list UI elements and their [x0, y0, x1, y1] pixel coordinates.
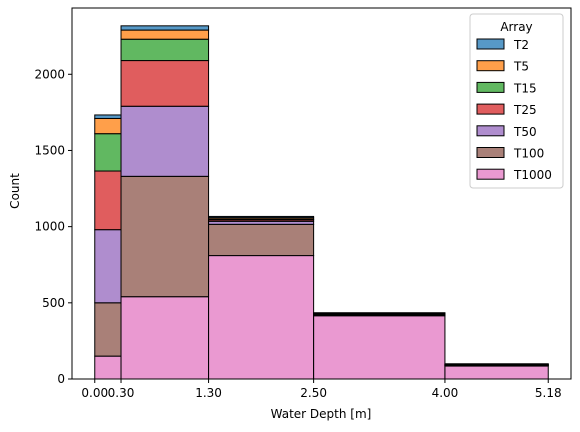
bar-t50-bin-0 — [94, 229, 122, 304]
y-tick-label: 1500 — [34, 143, 65, 157]
bar-t2-bin-3 — [313, 312, 446, 314]
legend-label-t50: T50 — [513, 125, 537, 139]
legend-label-t25: T25 — [513, 103, 537, 117]
legend-swatch-t2 — [476, 38, 505, 50]
bar-t100-bin-2 — [208, 223, 315, 257]
bar-t1000-bin-2 — [208, 255, 315, 380]
bar-t1000-bin-4 — [444, 365, 549, 380]
legend-swatch-t100 — [476, 147, 505, 158]
legend-box — [469, 13, 564, 189]
x-tick-label: 1.30 — [195, 386, 222, 400]
legend-label-t100: T100 — [513, 147, 544, 161]
y-axis-label: Count — [8, 173, 22, 209]
axes-frame — [71, 7, 572, 380]
bar-t25-bin-1 — [120, 60, 210, 107]
bar-t2-bin-0 — [94, 114, 122, 119]
legend: Array T2 T5 T15 T25 T50 T100 T1000 — [469, 13, 564, 189]
x-tick-label: 4.00 — [432, 386, 459, 400]
legend-swatch-t50 — [476, 125, 505, 137]
bar-t1000-bin-3 — [313, 315, 446, 380]
legend-swatch-t15 — [476, 81, 505, 93]
x-tick-label: 2.50 — [300, 386, 327, 400]
bar-t2-bin-1 — [120, 25, 210, 31]
legend-label-t2: T2 — [513, 38, 529, 52]
legend-swatch-t5 — [476, 60, 505, 72]
bar-t15-bin-0 — [94, 133, 122, 172]
y-tick-label: 1000 — [34, 220, 65, 234]
x-tick-label: 5.18 — [535, 386, 562, 400]
bar-t100-bin-0 — [94, 302, 122, 357]
x-axis-ticks: 0.00 0.30 1.30 2.50 4.00 5.18 — [81, 379, 562, 400]
bar-t25-bin-0 — [94, 170, 122, 231]
bar-t1000-bin-0 — [94, 355, 122, 380]
bar-t5-bin-1 — [120, 29, 210, 40]
x-tick-label: 0.30 — [108, 386, 135, 400]
bar-t100-bin-1 — [120, 175, 210, 298]
y-tick-label: 0 — [57, 372, 65, 386]
y-axis-ticks: 0 500 1000 1500 2000 — [34, 67, 72, 386]
legend-swatch-t25 — [476, 103, 505, 115]
legend-label-t15: T15 — [513, 81, 537, 95]
bar-t2-bin-2 — [208, 215, 315, 219]
legend-swatch-t1000 — [476, 168, 505, 180]
plot-frame — [71, 7, 572, 380]
y-tick-label: 500 — [42, 296, 65, 310]
x-tick-label: 0.00 — [81, 386, 108, 400]
bar-t15-bin-1 — [120, 38, 210, 62]
bar-t5-bin-0 — [94, 117, 122, 135]
x-axis-label: Water Depth [m] — [271, 407, 372, 421]
y-tick-label: 2000 — [34, 67, 65, 81]
bar-t1000-bin-1 — [120, 296, 210, 380]
legend-title: Array — [500, 20, 532, 34]
bar-layer — [94, 25, 549, 380]
bar-t50-bin-1 — [120, 105, 210, 177]
legend-label-t1000: T1000 — [513, 168, 552, 182]
legend-label-t5: T5 — [513, 60, 529, 74]
